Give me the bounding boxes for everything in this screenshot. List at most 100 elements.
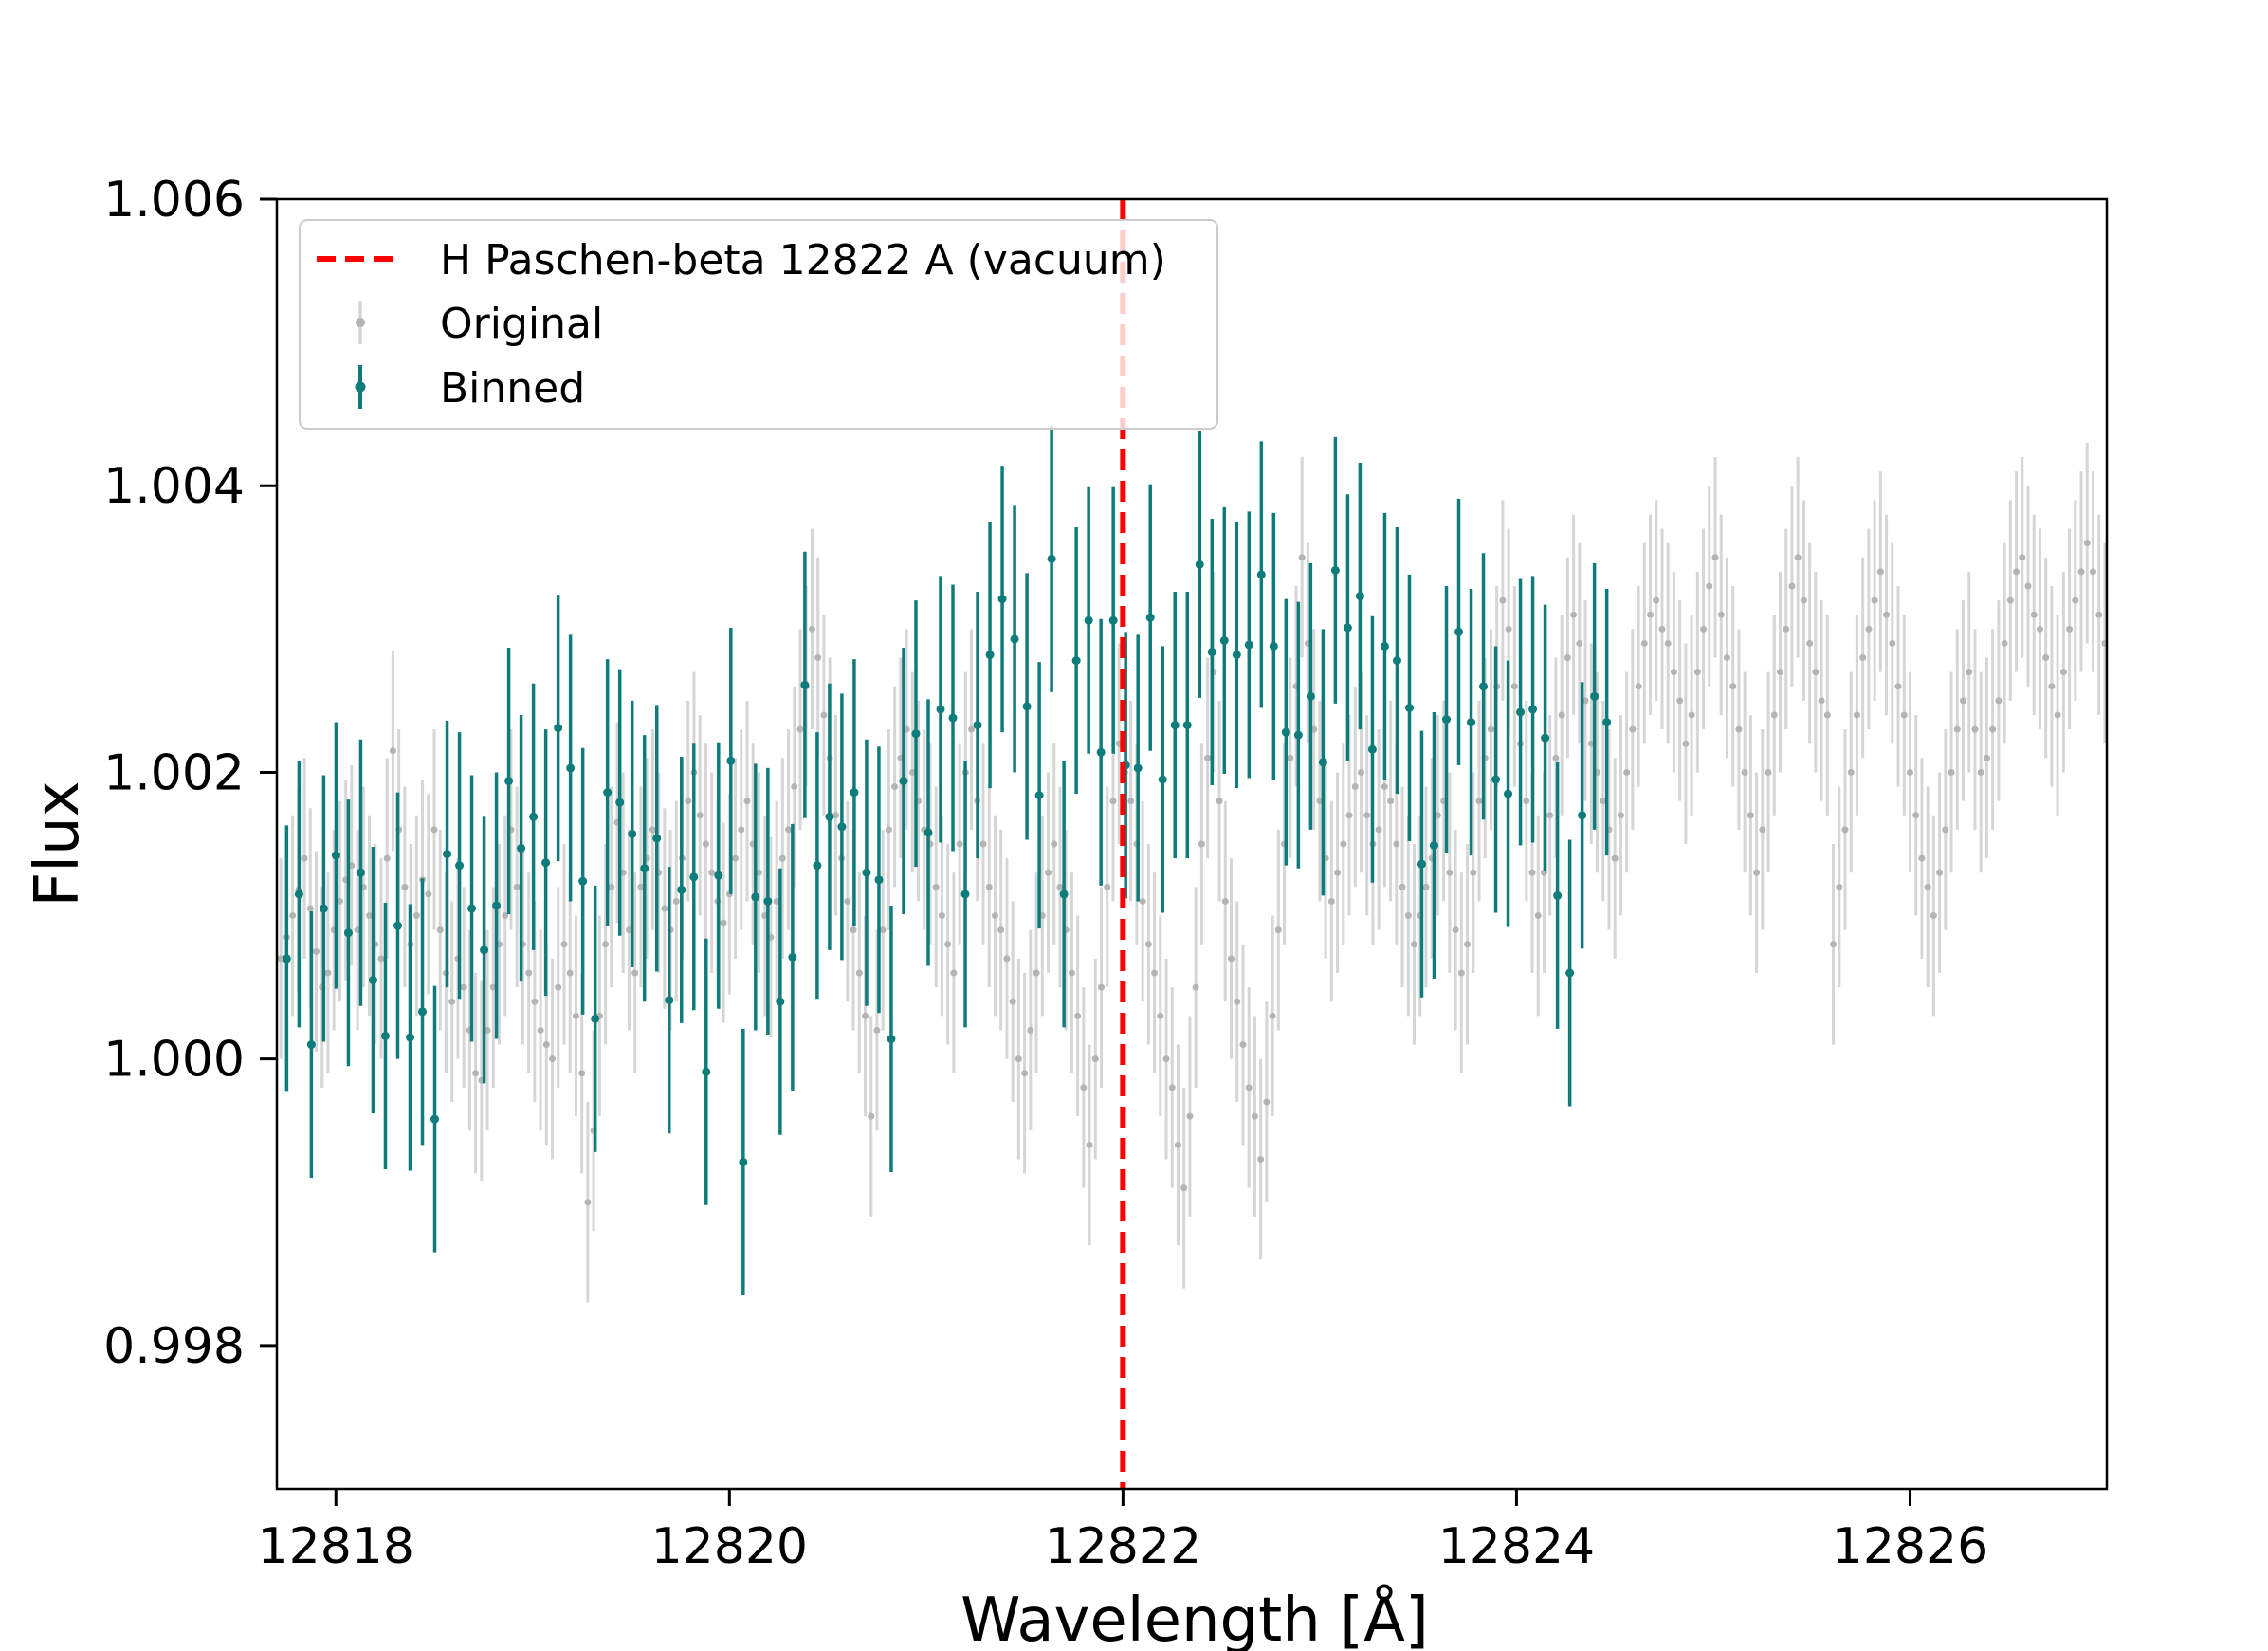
original-point (956, 840, 963, 848)
x-tick-label: 12824 (1438, 1518, 1595, 1575)
binned-point (418, 1007, 428, 1017)
original-point (1404, 912, 1412, 920)
original-point (1883, 611, 1891, 618)
original-point (401, 883, 409, 890)
original-point (1334, 869, 1342, 876)
binned-point (603, 788, 613, 798)
original-point (1576, 639, 1583, 647)
binned-point (356, 868, 365, 877)
original-point (1216, 798, 1223, 805)
original-point (1239, 1041, 1247, 1049)
original-point (566, 969, 574, 977)
original-point (1009, 998, 1016, 1005)
original-point (1711, 554, 1719, 561)
original-point (1570, 611, 1578, 618)
binned-point (282, 954, 291, 963)
original-point (502, 912, 509, 920)
original-point (2202, 626, 2208, 633)
original-point (1906, 768, 1913, 776)
original-point (525, 969, 533, 977)
x-tick-label: 12818 (258, 1518, 414, 1575)
binned-point (1182, 721, 1192, 730)
binned-point (1441, 715, 1451, 725)
original-point (2042, 654, 2050, 662)
original-point (2119, 583, 2126, 590)
original-point (1269, 1012, 1276, 1019)
original-point (366, 912, 374, 920)
legend-label-binned: Binned (440, 364, 585, 413)
x-axis: 12818 12820 12822 12824 12826 (258, 1489, 1988, 1575)
binned-point (702, 1067, 711, 1076)
original-point (796, 725, 804, 733)
original-point (1640, 639, 1648, 647)
original-point (1812, 669, 1820, 676)
original-point (1228, 955, 1235, 963)
binned-point (788, 952, 797, 962)
original-point (1180, 1184, 1188, 1192)
original-point (1806, 639, 1814, 647)
binned-point (677, 885, 686, 894)
original-point (1676, 697, 1684, 705)
original-point (324, 969, 332, 977)
original-point (1971, 725, 1979, 733)
original-point (873, 1026, 881, 1034)
binned-point (1047, 554, 1056, 563)
binned-point (615, 798, 625, 807)
original-point (1788, 582, 1796, 590)
original-point (1086, 1141, 1093, 1148)
original-point (1162, 1055, 1170, 1063)
original-point (2101, 639, 2107, 647)
binned-point (1022, 702, 1032, 711)
original-point (2207, 654, 2214, 661)
original-point (2089, 568, 2096, 576)
binned-point (1219, 635, 1229, 645)
original-point (1151, 969, 1159, 977)
original-point (631, 969, 639, 977)
original-point (1168, 1084, 1176, 1091)
original-point (2196, 612, 2203, 618)
binned-point (1195, 560, 1204, 569)
original-point (720, 919, 727, 926)
original-point (1983, 754, 1990, 761)
original-point (1552, 754, 1560, 761)
original-point (2167, 626, 2173, 633)
x-tick-label: 12822 (1045, 1518, 1201, 1575)
binned-point (887, 1035, 896, 1044)
original-point (1889, 639, 1896, 647)
binned-point (1133, 763, 1143, 773)
legend-box (299, 219, 1218, 430)
original-point (743, 798, 751, 805)
binned-series (282, 425, 1612, 1295)
binned-point (467, 904, 477, 913)
original-point (542, 1041, 550, 1049)
original-point (637, 883, 645, 890)
original-point (289, 912, 297, 920)
original-point (1600, 798, 1607, 805)
original-point (1723, 654, 1730, 662)
original-point (1534, 912, 1542, 920)
original-point (2185, 540, 2191, 546)
original-point (2083, 540, 2091, 547)
original-point (1777, 669, 1784, 676)
binned-point (1343, 623, 1352, 633)
original-point (1546, 812, 1554, 819)
original-point (862, 1012, 869, 1019)
binned-point (739, 1157, 748, 1166)
binned-point (393, 921, 402, 930)
original-point (708, 869, 716, 876)
original-point (944, 941, 952, 948)
original-point (1251, 1112, 1258, 1120)
original-point (1558, 711, 1565, 719)
original-point (1794, 554, 1802, 561)
binned-point (1170, 721, 1180, 730)
original-point (696, 812, 704, 819)
binned-point (652, 834, 662, 843)
original-point (1894, 683, 1902, 690)
binned-point (1207, 648, 1216, 657)
original-point (1617, 812, 1624, 819)
binned-point (1096, 747, 1106, 757)
original-point (602, 941, 610, 948)
original-point (1783, 625, 1790, 633)
original-point (1836, 883, 1843, 890)
